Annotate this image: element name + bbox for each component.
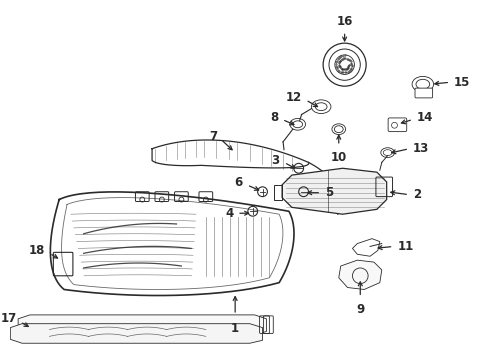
Ellipse shape xyxy=(332,124,345,135)
Text: 3: 3 xyxy=(271,154,279,167)
FancyBboxPatch shape xyxy=(415,88,433,98)
Circle shape xyxy=(323,43,366,86)
Text: 13: 13 xyxy=(413,142,429,155)
Ellipse shape xyxy=(312,100,331,113)
Text: 4: 4 xyxy=(225,207,233,220)
FancyBboxPatch shape xyxy=(388,118,407,132)
Text: 16: 16 xyxy=(337,14,353,27)
Text: 12: 12 xyxy=(285,91,302,104)
Text: 17: 17 xyxy=(1,312,17,325)
Text: 6: 6 xyxy=(235,176,243,189)
Text: 15: 15 xyxy=(454,76,470,89)
Polygon shape xyxy=(18,315,267,334)
Polygon shape xyxy=(10,324,263,343)
Ellipse shape xyxy=(381,148,394,158)
Text: 7: 7 xyxy=(209,130,218,143)
Ellipse shape xyxy=(412,76,434,92)
Text: 11: 11 xyxy=(397,240,414,253)
Text: 2: 2 xyxy=(413,188,421,201)
Text: 8: 8 xyxy=(270,111,278,124)
Polygon shape xyxy=(282,168,387,214)
Polygon shape xyxy=(152,140,309,168)
Text: 14: 14 xyxy=(417,111,433,124)
Polygon shape xyxy=(339,260,382,289)
Text: 5: 5 xyxy=(325,186,333,199)
Text: 9: 9 xyxy=(356,303,365,316)
Text: 1: 1 xyxy=(231,322,239,335)
Ellipse shape xyxy=(290,118,306,130)
Text: 10: 10 xyxy=(331,151,347,164)
Text: 18: 18 xyxy=(29,244,46,257)
